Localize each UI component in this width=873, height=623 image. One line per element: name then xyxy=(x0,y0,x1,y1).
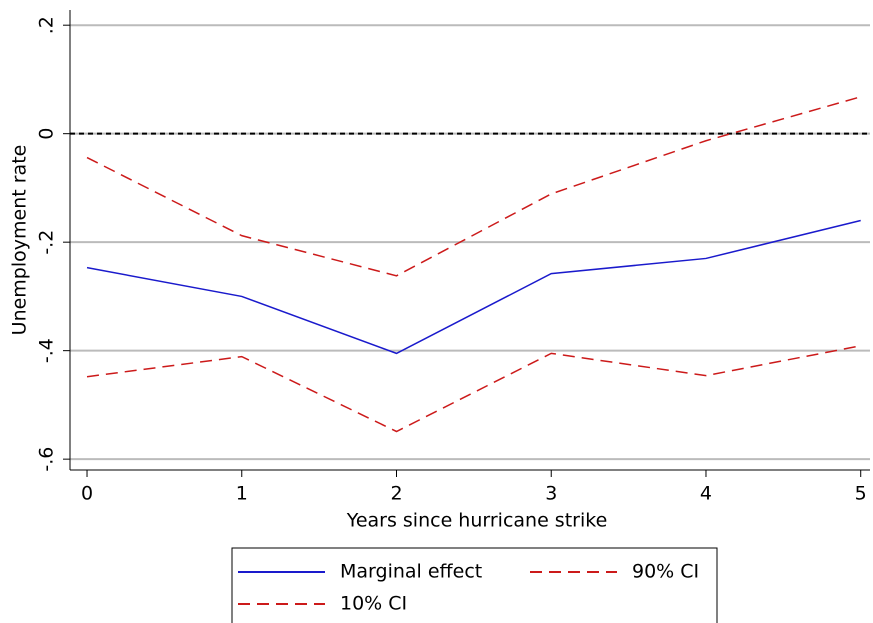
y-axis-title: Unemployment rate xyxy=(9,145,31,336)
y-tick-label: .2 xyxy=(36,16,58,34)
series-line xyxy=(86,345,861,433)
x-tick-label: 3 xyxy=(545,483,557,505)
y-tick-label: -.2 xyxy=(36,230,58,255)
y-tick-label: -.4 xyxy=(36,338,58,363)
series-line xyxy=(86,219,861,355)
y-tick-label: 0 xyxy=(36,128,58,140)
legend-box xyxy=(231,547,718,623)
legend-label: 10% CI xyxy=(340,593,407,615)
series-line xyxy=(86,96,861,277)
x-tick-label: 2 xyxy=(390,483,402,505)
x-tick-label: 5 xyxy=(855,483,867,505)
x-axis-title: Years since hurricane strike xyxy=(346,510,608,532)
x-tick-label: 4 xyxy=(700,483,712,505)
y-tick-label: -.6 xyxy=(36,447,58,472)
x-tick-label: 0 xyxy=(81,483,93,505)
legend-label: Marginal effect xyxy=(340,561,482,583)
x-tick-label: 1 xyxy=(236,483,248,505)
legend-label: 90% CI xyxy=(632,561,699,583)
